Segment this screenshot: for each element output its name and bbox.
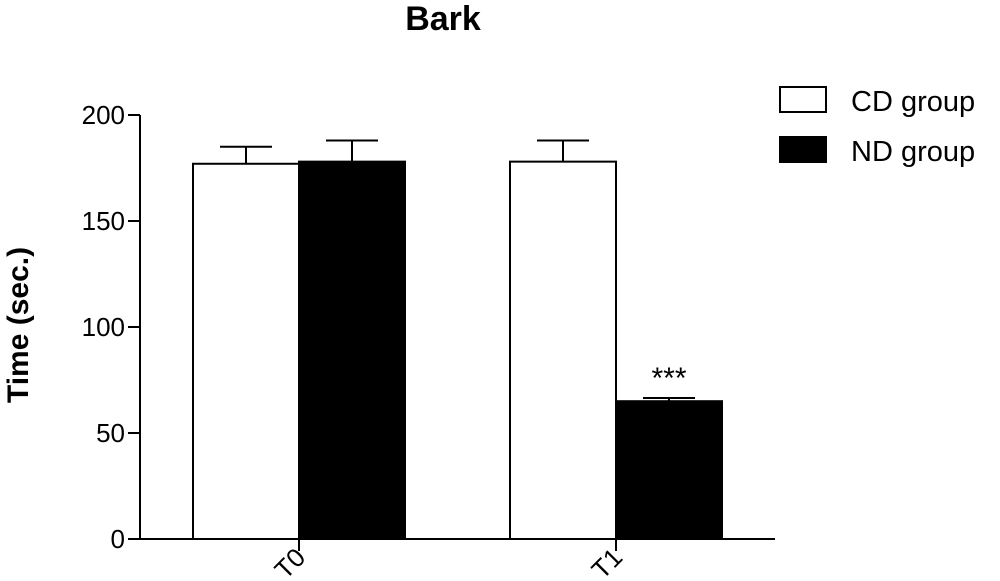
y-tick-label: 150 bbox=[82, 206, 125, 236]
legend-label: CD group bbox=[851, 86, 975, 118]
y-tick-label: 50 bbox=[96, 418, 125, 448]
bar-cd-group-t1 bbox=[509, 160, 617, 540]
x-tick-label: T0 bbox=[269, 542, 312, 581]
bar-nd-group-t1 bbox=[615, 400, 723, 541]
y-axis-label: Time (sec.) bbox=[2, 247, 35, 403]
x-tick-label: T1 bbox=[586, 542, 629, 581]
legend-swatch bbox=[779, 136, 827, 163]
annotations: *** bbox=[651, 362, 686, 395]
y-tick-label: 100 bbox=[82, 312, 125, 342]
significance-annotation: *** bbox=[651, 362, 686, 395]
y-tick-label: 0 bbox=[111, 524, 125, 554]
legend-swatch bbox=[779, 86, 827, 113]
y-tick-label: 200 bbox=[82, 100, 125, 130]
legend-label: ND group bbox=[851, 136, 975, 168]
error-bars bbox=[220, 139, 695, 402]
chart-title: Bark bbox=[405, 0, 481, 38]
bar-cd-group-t0 bbox=[192, 162, 300, 540]
bars bbox=[192, 160, 723, 541]
bar-nd-group-t0 bbox=[298, 160, 406, 540]
legend: CD group ND group bbox=[779, 86, 975, 168]
